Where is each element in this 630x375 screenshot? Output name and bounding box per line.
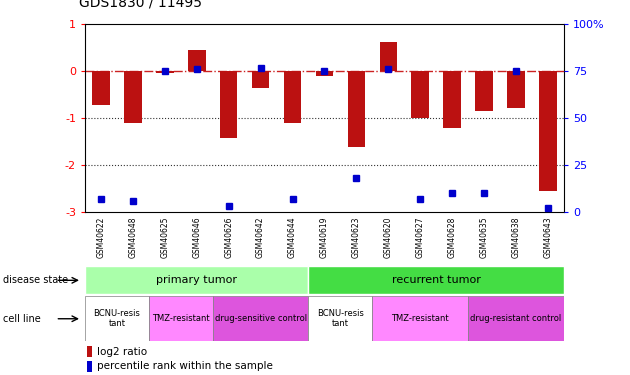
- Text: GSM40643: GSM40643: [544, 216, 553, 258]
- Text: primary tumor: primary tumor: [156, 275, 238, 285]
- Bar: [284, 71, 301, 123]
- Text: GSM40635: GSM40635: [479, 216, 488, 258]
- Text: GSM40648: GSM40648: [129, 216, 137, 258]
- Text: GSM40627: GSM40627: [416, 216, 425, 258]
- Bar: [213, 296, 309, 341]
- Text: log2 ratio: log2 ratio: [97, 347, 147, 357]
- Bar: [252, 71, 270, 88]
- Bar: [348, 71, 365, 147]
- Bar: [88, 346, 93, 357]
- Text: BCNU-resis
tant: BCNU-resis tant: [317, 309, 364, 328]
- Bar: [85, 296, 149, 341]
- Text: GSM40638: GSM40638: [512, 216, 520, 258]
- Text: GSM40619: GSM40619: [320, 216, 329, 258]
- Bar: [475, 71, 493, 111]
- Bar: [149, 296, 213, 341]
- Bar: [539, 71, 557, 191]
- Bar: [316, 71, 333, 76]
- Text: cell line: cell line: [3, 314, 41, 324]
- Bar: [124, 71, 142, 123]
- Text: GSM40626: GSM40626: [224, 216, 233, 258]
- Bar: [309, 296, 372, 341]
- Text: recurrent tumor: recurrent tumor: [392, 275, 481, 285]
- Bar: [188, 50, 205, 71]
- Text: TMZ-resistant: TMZ-resistant: [152, 314, 210, 323]
- Text: GSM40642: GSM40642: [256, 216, 265, 258]
- Bar: [411, 71, 429, 118]
- Bar: [85, 266, 309, 294]
- Text: GSM40623: GSM40623: [352, 216, 361, 258]
- Text: BCNU-resis
tant: BCNU-resis tant: [93, 309, 140, 328]
- Text: GSM40622: GSM40622: [96, 216, 105, 258]
- Text: drug-resistant control: drug-resistant control: [471, 314, 561, 323]
- Bar: [372, 296, 468, 341]
- Text: GSM40625: GSM40625: [161, 216, 169, 258]
- Text: percentile rank within the sample: percentile rank within the sample: [97, 362, 273, 371]
- Text: GSM40646: GSM40646: [192, 216, 201, 258]
- Bar: [309, 266, 564, 294]
- Text: TMZ-resistant: TMZ-resistant: [391, 314, 449, 323]
- Bar: [468, 296, 564, 341]
- Text: GSM40644: GSM40644: [288, 216, 297, 258]
- Bar: [507, 71, 525, 108]
- Bar: [92, 71, 110, 105]
- Text: disease state: disease state: [3, 275, 68, 285]
- Bar: [88, 361, 93, 372]
- Text: GDS1830 / 11495: GDS1830 / 11495: [79, 0, 202, 9]
- Bar: [379, 42, 397, 71]
- Bar: [444, 71, 461, 128]
- Text: GSM40620: GSM40620: [384, 216, 392, 258]
- Text: drug-sensitive control: drug-sensitive control: [215, 314, 307, 323]
- Text: GSM40628: GSM40628: [448, 216, 457, 258]
- Bar: [220, 71, 238, 138]
- Bar: [156, 71, 174, 73]
